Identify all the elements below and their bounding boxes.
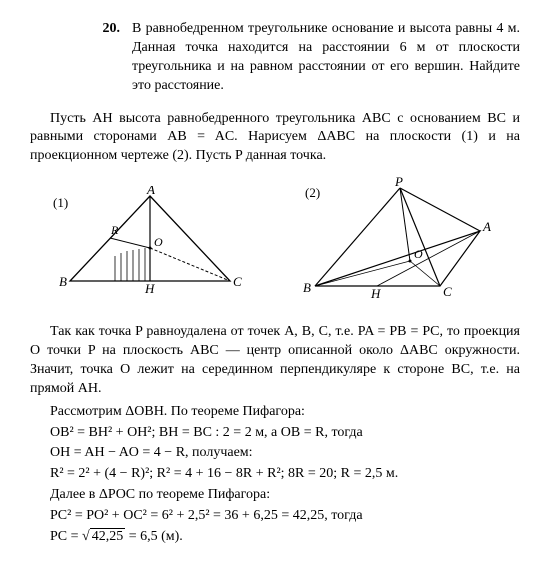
solution-l4: R² = 2² + (4 − R)²; R² = 4 + 16 − 8R + R…	[30, 465, 520, 484]
solution-l5: Далее в ΔPOC по теореме Пифагора:	[30, 486, 520, 505]
solution-l1: Рассмотрим ΔOBH. По теореме Пифагора:	[30, 403, 520, 422]
problem-block: 20. В равнобедренном треугольнике основа…	[30, 20, 520, 96]
fig1-H: H	[144, 281, 155, 296]
fig2-H: H	[370, 286, 381, 301]
fig2-A: A	[482, 219, 491, 234]
fig1-svg: A B C H R O	[55, 186, 245, 296]
solution-l6: PC² = PO² + OC² = 6² + 2,5² = 36 + 6,25 …	[30, 507, 520, 526]
fig1-C: C	[233, 274, 242, 289]
problem-number: 20.	[30, 20, 132, 96]
fig1-O: O	[154, 235, 163, 249]
fig2-P: P	[394, 176, 403, 189]
intro-paragraph: Пусть AH высота равнобедренного треуголь…	[30, 110, 520, 167]
problem-text: В равнобедренном треугольнике основание …	[132, 20, 520, 96]
solution-l3: OH = AH − AO = 4 − R, получаем:	[30, 444, 520, 463]
l7-prefix: PC =	[50, 529, 82, 544]
fig1-label: (1)	[53, 194, 68, 212]
solution-p1: Так как точка P равноудалена от точек A,…	[30, 323, 520, 399]
fig2-svg: P A B C H O	[295, 176, 495, 306]
solution-l2: OB² = BH² + OH²; BH = BC : 2 = 2 м, а OB…	[30, 424, 520, 443]
fig2-B: B	[303, 280, 311, 295]
fig1-B: B	[59, 274, 67, 289]
fig2-O: O	[414, 247, 423, 261]
figures-row: (1) A B C H	[30, 176, 520, 313]
figure-2: (2) P A B C H O	[295, 176, 495, 313]
figure-1: (1) A B C H	[55, 186, 245, 303]
fig2-C: C	[443, 284, 452, 299]
fig2-label: (2)	[305, 184, 320, 202]
l7-suffix: = 6,5 (м).	[125, 529, 183, 544]
l7-root: 42,25	[90, 528, 126, 544]
fig1-A: A	[146, 186, 155, 197]
fig1-R: R	[110, 223, 119, 237]
solution-l7: PC = √42,25 = 6,5 (м).	[30, 528, 520, 547]
